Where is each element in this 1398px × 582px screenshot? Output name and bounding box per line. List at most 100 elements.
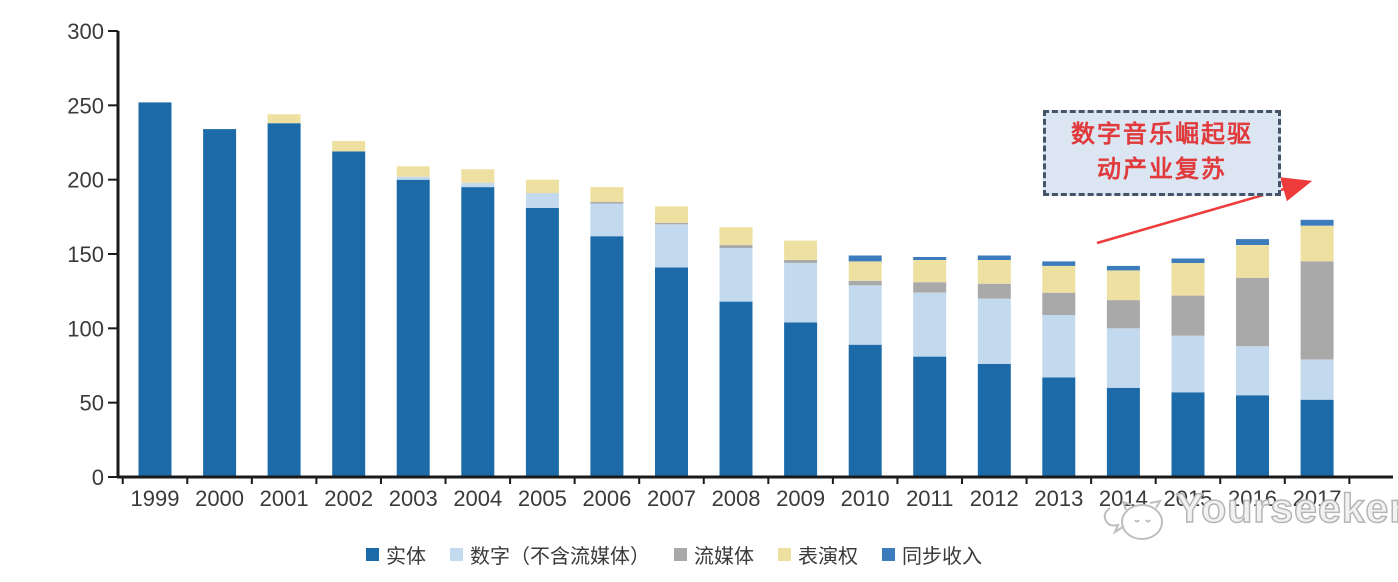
y-tick-label: 0 bbox=[92, 465, 104, 490]
bar-segment-2002 bbox=[332, 141, 366, 152]
x-tick-label-2004: 2004 bbox=[453, 486, 502, 511]
bar-segment-2015 bbox=[1171, 262, 1205, 296]
bar-segment-2007 bbox=[655, 267, 688, 477]
bar-segment-2002 bbox=[332, 151, 366, 477]
bar-segment-2014 bbox=[1106, 270, 1140, 301]
legend-item-streaming: 流媒体 bbox=[674, 540, 754, 569]
bar-segment-2017 bbox=[1300, 225, 1334, 262]
legend-swatch-physical bbox=[366, 548, 379, 561]
annotation-callout: 数字音乐崛起驱 动产业复苏 bbox=[1043, 110, 1281, 196]
x-tick-label-2002: 2002 bbox=[324, 486, 373, 511]
x-tick-label-2001: 2001 bbox=[260, 486, 309, 511]
bar-segment-2007 bbox=[655, 206, 688, 223]
bar-segment-2011 bbox=[913, 292, 947, 357]
bar-segment-2010 bbox=[848, 280, 882, 286]
bar-segment-2003 bbox=[396, 176, 430, 180]
bar-segment-2004 bbox=[461, 187, 495, 477]
bar-segment-2001 bbox=[267, 123, 301, 477]
bar-segment-2000 bbox=[203, 129, 237, 477]
bar-segment-2008 bbox=[719, 227, 753, 245]
bar-segment-2009 bbox=[784, 262, 818, 323]
legend-label-performance: 表演权 bbox=[798, 546, 858, 568]
x-tick-label-2017: 2017 bbox=[1293, 486, 1342, 511]
x-tick-label-1999: 1999 bbox=[131, 486, 180, 511]
bar-segment-2005 bbox=[525, 193, 559, 208]
bar-segment-2009 bbox=[784, 322, 818, 477]
y-tick-label: 50 bbox=[80, 391, 104, 416]
x-tick-label-2015: 2015 bbox=[1163, 486, 1212, 511]
bar-segment-2016 bbox=[1236, 277, 1269, 347]
bar-segment-2010 bbox=[848, 255, 882, 262]
bar-segment-2008 bbox=[719, 245, 753, 249]
x-tick-label-2006: 2006 bbox=[582, 486, 631, 511]
bar-segment-2016 bbox=[1236, 239, 1269, 245]
y-tick-label: 250 bbox=[67, 93, 104, 118]
x-tick-label-2013: 2013 bbox=[1034, 486, 1083, 511]
bar-segment-2006 bbox=[590, 236, 624, 477]
x-tick-label-2000: 2000 bbox=[195, 486, 244, 511]
bar-segment-2017 bbox=[1300, 399, 1334, 477]
bar-segment-2012 bbox=[977, 364, 1011, 477]
bar-segment-2007 bbox=[655, 224, 688, 268]
legend-swatch-sync bbox=[882, 548, 895, 561]
bar-segment-2009 bbox=[784, 240, 818, 260]
legend-item-digital: 数字（不含流媒体） bbox=[450, 540, 650, 569]
bar-segment-2014 bbox=[1106, 265, 1140, 271]
bar-segment-2003 bbox=[396, 166, 430, 177]
x-tick-label-2016: 2016 bbox=[1228, 486, 1277, 511]
bar-segment-2013 bbox=[1042, 292, 1076, 315]
legend-item-performance: 表演权 bbox=[778, 540, 858, 569]
legend-swatch-performance bbox=[778, 548, 791, 561]
annotation-text-line1: 数字音乐崛起驱 bbox=[1071, 121, 1253, 149]
bar-segment-2008 bbox=[719, 248, 753, 302]
bar-segment-2004 bbox=[461, 182, 495, 188]
bar-segment-2006 bbox=[590, 202, 624, 204]
bar-segment-2015 bbox=[1171, 335, 1205, 393]
x-tick-label-2008: 2008 bbox=[712, 486, 761, 511]
legend-swatch-streaming bbox=[674, 548, 687, 561]
bar-segment-2013 bbox=[1042, 315, 1076, 378]
y-tick-label: 300 bbox=[67, 19, 104, 44]
y-tick-label: 100 bbox=[67, 316, 104, 341]
legend-label-physical: 实体 bbox=[386, 546, 426, 568]
bar-segment-2015 bbox=[1171, 392, 1205, 477]
bar-segment-1999 bbox=[138, 102, 172, 478]
y-tick-label: 200 bbox=[67, 168, 104, 193]
bar-segment-2015 bbox=[1171, 258, 1205, 263]
bar-segment-2006 bbox=[590, 187, 624, 202]
x-tick-label-2003: 2003 bbox=[389, 486, 438, 511]
bar-segment-2014 bbox=[1106, 387, 1140, 477]
bar-segment-2011 bbox=[913, 282, 947, 293]
x-tick-label-2011: 2011 bbox=[906, 486, 953, 511]
y-tick-label: 150 bbox=[67, 242, 104, 267]
bar-segment-2004 bbox=[461, 169, 495, 183]
bar-segment-2012 bbox=[977, 259, 1011, 284]
bar-segment-2012 bbox=[977, 255, 1011, 260]
bar-segment-2014 bbox=[1106, 300, 1140, 329]
legend-label-digital: 数字（不含流媒体） bbox=[470, 546, 650, 568]
legend-item-physical: 实体 bbox=[366, 540, 426, 569]
bar-segment-2005 bbox=[525, 179, 559, 194]
x-tick-label-2010: 2010 bbox=[841, 486, 890, 511]
bar-segment-2016 bbox=[1236, 346, 1269, 396]
bar-segment-2017 bbox=[1300, 359, 1334, 400]
bar-segment-2006 bbox=[590, 203, 624, 237]
bar-segment-2016 bbox=[1236, 395, 1269, 477]
bar-segment-2011 bbox=[913, 259, 947, 283]
x-tick-label-2009: 2009 bbox=[776, 486, 825, 511]
bar-segment-2016 bbox=[1236, 245, 1269, 278]
x-tick-label-2012: 2012 bbox=[970, 486, 1019, 511]
x-tick-label-2007: 2007 bbox=[647, 486, 696, 511]
bar-segment-2008 bbox=[719, 301, 753, 477]
legend-item-sync: 同步收入 bbox=[882, 540, 982, 569]
legend-swatch-digital bbox=[450, 548, 463, 561]
legend-label-sync: 同步收入 bbox=[902, 546, 982, 568]
bar-segment-2001 bbox=[267, 114, 301, 124]
bar-segment-2010 bbox=[848, 285, 882, 345]
bar-segment-2010 bbox=[848, 344, 882, 477]
bar-segment-2015 bbox=[1171, 295, 1205, 336]
bar-segment-2007 bbox=[655, 222, 688, 225]
